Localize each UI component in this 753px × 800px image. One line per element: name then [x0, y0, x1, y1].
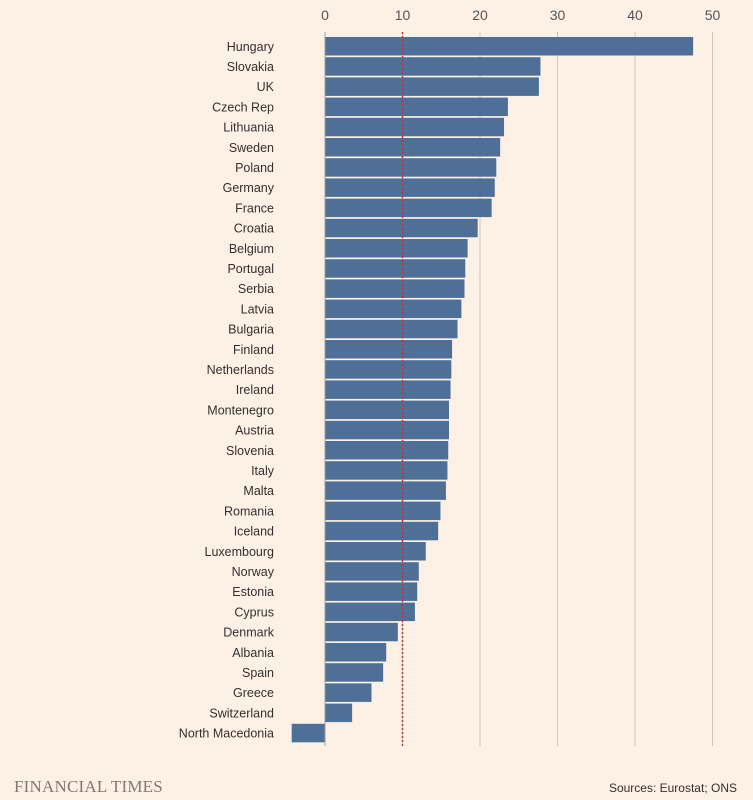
bar — [325, 380, 451, 399]
category-label: Albania — [232, 646, 274, 660]
bar — [325, 582, 418, 601]
category-label: Iceland — [234, 525, 274, 539]
category-label: Italy — [251, 464, 275, 478]
bar — [325, 663, 384, 682]
bar — [325, 562, 419, 581]
bar — [325, 37, 694, 56]
bar-chart: 0 10 20 30 40 50 Hungary Slovakia UK Czech Rep Lit… — [179, 7, 721, 746]
bar — [325, 703, 353, 723]
x-tick-label: 20 — [472, 7, 488, 23]
bar — [325, 542, 426, 561]
category-label: Germany — [223, 181, 275, 195]
bar — [325, 299, 462, 319]
bar — [325, 279, 465, 298]
bar — [325, 57, 541, 76]
bar — [325, 643, 387, 662]
category-label: Netherlands — [207, 363, 274, 377]
bar — [325, 178, 495, 197]
bar — [325, 218, 478, 238]
category-label: Norway — [232, 565, 275, 579]
category-label: Cyprus — [234, 605, 274, 619]
bar — [325, 481, 446, 500]
bar — [325, 97, 508, 117]
category-label: Greece — [233, 686, 274, 700]
bar — [325, 360, 452, 379]
category-label: UK — [257, 80, 275, 94]
bar — [325, 602, 415, 622]
bar — [325, 441, 449, 460]
category-label: Slovakia — [227, 60, 274, 74]
category-label: Austria — [235, 424, 274, 438]
category-label: Slovenia — [226, 444, 274, 458]
x-tick-label: 40 — [627, 7, 643, 23]
category-label: Latvia — [241, 302, 274, 316]
bar — [325, 501, 441, 521]
bar — [291, 723, 325, 743]
category-label: Romania — [224, 504, 274, 518]
category-label: Switzerland — [209, 706, 274, 720]
x-tick-label: 0 — [321, 7, 329, 23]
bar — [325, 461, 448, 480]
category-label: Serbia — [238, 282, 274, 296]
category-label: North Macedonia — [179, 727, 274, 741]
category-label: Czech Rep — [212, 100, 274, 114]
category-label: France — [235, 201, 274, 215]
category-label: Bulgaria — [228, 323, 274, 337]
bar — [325, 158, 497, 177]
bar — [325, 420, 449, 440]
ft-brand-logo: FINANCIAL TIMES — [14, 777, 163, 796]
bar — [325, 521, 439, 541]
x-tick-label: 10 — [395, 7, 411, 23]
x-tick-label: 50 — [705, 7, 721, 23]
category-label: Denmark — [223, 626, 274, 640]
category-label: Belgium — [229, 242, 274, 256]
category-label: Spain — [242, 666, 274, 680]
category-label: Croatia — [234, 222, 274, 236]
source-note: Sources: Eurostat; ONS — [608, 781, 737, 795]
bar — [325, 138, 501, 157]
category-label: Portugal — [227, 262, 274, 276]
category-label: Montenegro — [207, 403, 274, 417]
category-label: Estonia — [232, 585, 274, 599]
bar — [325, 622, 398, 642]
bar — [325, 259, 466, 278]
category-label: Luxembourg — [205, 545, 275, 559]
category-label: Sweden — [229, 141, 274, 155]
category-label: Ireland — [236, 383, 274, 397]
bar — [325, 77, 539, 96]
bar — [325, 400, 449, 420]
x-tick-label: 30 — [550, 7, 566, 23]
bar — [325, 117, 505, 137]
category-label: Lithuania — [223, 121, 274, 135]
category-label: Poland — [235, 161, 274, 175]
category-label: Hungary — [227, 40, 275, 54]
category-label: Malta — [243, 484, 274, 498]
bar — [325, 198, 492, 218]
bar — [325, 340, 453, 359]
bar — [325, 319, 458, 339]
bar — [325, 239, 468, 258]
category-label: Finland — [233, 343, 274, 357]
bar — [325, 683, 372, 702]
